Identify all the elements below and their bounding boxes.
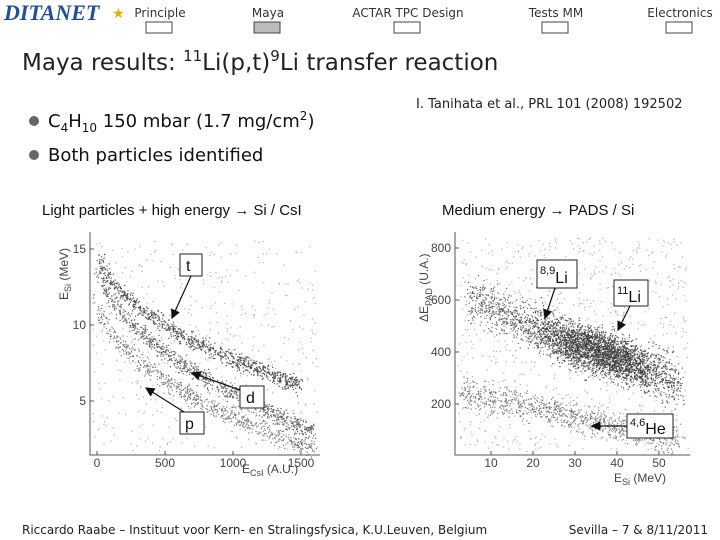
label-sup: 8,9 bbox=[540, 265, 555, 277]
y-label: ESi (MeV) bbox=[57, 248, 73, 300]
y-tick-label: 15 bbox=[73, 242, 87, 256]
x-tick-label: 50 bbox=[652, 456, 666, 470]
title-text: Li(p,t) bbox=[202, 50, 270, 76]
arrow bbox=[190, 371, 241, 391]
plot-title: Light particles + high energy → Si / CsI bbox=[42, 202, 302, 219]
x-tick-label: 1000 bbox=[220, 456, 247, 470]
x-label: ECsI (A.U.) bbox=[242, 462, 298, 478]
bullet-sub: 4 bbox=[61, 121, 69, 135]
label-box bbox=[239, 385, 265, 409]
y-tick-label: 10 bbox=[73, 318, 87, 332]
x-label-text: E bbox=[614, 471, 622, 485]
title-sup: 9 bbox=[270, 47, 280, 65]
nav-item: Electronics bbox=[647, 6, 712, 20]
footer-right: Sevilla – 7 & 8/11/2011 bbox=[569, 523, 708, 537]
y-label-text: E bbox=[57, 292, 71, 300]
x-tick-label: 20 bbox=[526, 456, 540, 470]
bullet-sub: 10 bbox=[82, 121, 97, 135]
bullet-sup: 2 bbox=[300, 109, 308, 123]
arrow bbox=[543, 287, 556, 320]
particle-label: d bbox=[246, 390, 255, 407]
scatter-cloud bbox=[458, 237, 689, 453]
x-tick-label: 40 bbox=[610, 456, 624, 470]
x-label-text: E bbox=[242, 462, 250, 476]
x-tick-label: 0 bbox=[94, 456, 101, 470]
nav-item: Principle bbox=[134, 6, 185, 20]
label-box bbox=[626, 413, 674, 439]
bullet-text: H bbox=[68, 111, 82, 132]
nav-item: Maya bbox=[252, 6, 284, 20]
y-label-sub: PAD bbox=[424, 288, 434, 306]
label-box bbox=[179, 253, 203, 277]
axis bbox=[454, 232, 690, 456]
x-label-sub: CsI bbox=[250, 468, 264, 478]
x-tick-label: 500 bbox=[155, 456, 175, 470]
bullet: Both particles identified bbox=[48, 145, 263, 166]
x-tick-label: 10 bbox=[484, 456, 498, 470]
label-sup: 11 bbox=[617, 285, 628, 297]
label-box bbox=[613, 279, 649, 307]
nav-box bbox=[541, 21, 569, 34]
scatter-cloud bbox=[519, 308, 684, 400]
bullet-text: ) bbox=[307, 111, 314, 132]
y-label-text: ΔE bbox=[417, 306, 431, 322]
title-sup: 11 bbox=[183, 47, 202, 65]
particle-label: 4,6He bbox=[630, 417, 666, 438]
x-label: ESi (MeV) bbox=[614, 471, 666, 487]
bullet-text: C bbox=[48, 111, 61, 132]
label-box bbox=[179, 411, 205, 435]
y-label-text: (MeV) bbox=[57, 248, 71, 284]
particle-label: 11Li bbox=[617, 285, 641, 306]
x-label-text: (MeV) bbox=[630, 471, 666, 485]
y-tick-label: 5 bbox=[79, 394, 86, 408]
x-label-sub: Si bbox=[622, 477, 630, 487]
reference: I. Tanihata et al., PRL 101 (2008) 19250… bbox=[416, 97, 683, 112]
nav-item: Tests MM bbox=[528, 6, 583, 20]
particle-label: p bbox=[185, 416, 194, 433]
bullet-icon bbox=[29, 116, 39, 126]
bullet-icon bbox=[29, 150, 39, 160]
particle-label: t bbox=[186, 258, 191, 275]
nav-box bbox=[145, 21, 173, 34]
nav-bar bbox=[0, 0, 720, 36]
label-main: Li bbox=[555, 270, 567, 287]
arrow bbox=[171, 275, 192, 320]
footer-left: Riccardo Raabe – Instituut voor Kern- en… bbox=[22, 523, 487, 537]
label-box bbox=[536, 259, 578, 289]
particle-label: 8,9Li bbox=[540, 265, 568, 287]
label-sup: 4,6 bbox=[630, 417, 645, 429]
nav-box bbox=[665, 21, 693, 34]
nav-box bbox=[393, 21, 421, 34]
logo: DITANET bbox=[3, 0, 101, 25]
y-label-sub: Si bbox=[63, 284, 73, 292]
label-main: Li bbox=[628, 289, 640, 306]
y-tick-label: 800 bbox=[431, 241, 451, 255]
x-tick-label: 30 bbox=[568, 456, 582, 470]
arrow bbox=[144, 387, 185, 413]
scatter-cloud bbox=[94, 260, 317, 439]
y-tick-label: 600 bbox=[431, 293, 451, 307]
nav-item: ACTAR TPC Design bbox=[352, 6, 463, 20]
logo-stars: ★ bbox=[112, 6, 125, 22]
label-main: He bbox=[645, 421, 666, 438]
nav-box bbox=[253, 21, 281, 34]
title-text: Li transfer reaction bbox=[280, 50, 499, 76]
nav-items: Principle Maya ACTAR TPC Design Tests MM Ele… bbox=[134, 6, 713, 34]
y-tick-label: 200 bbox=[431, 397, 451, 411]
plot-title: Medium energy → PADS / Si bbox=[442, 202, 634, 219]
x-tick-label: 1500 bbox=[288, 456, 315, 470]
title-text: Maya results: bbox=[22, 50, 183, 76]
y-label: ΔEPAD (U.A.) bbox=[417, 253, 434, 322]
bullet: C4H10 150 mbar (1.7 mg/cm2) bbox=[48, 109, 314, 135]
y-tick-label: 400 bbox=[431, 345, 451, 359]
x-label-text: (A.U.) bbox=[264, 462, 299, 476]
slide-title: Maya results: 11Li(p,t)9Li transfer reac… bbox=[22, 47, 498, 76]
arrow bbox=[617, 305, 631, 332]
axis bbox=[89, 232, 320, 456]
y-label-text: (U.A.) bbox=[417, 253, 431, 288]
bullet-text: 150 mbar (1.7 mg/cm bbox=[97, 111, 300, 132]
